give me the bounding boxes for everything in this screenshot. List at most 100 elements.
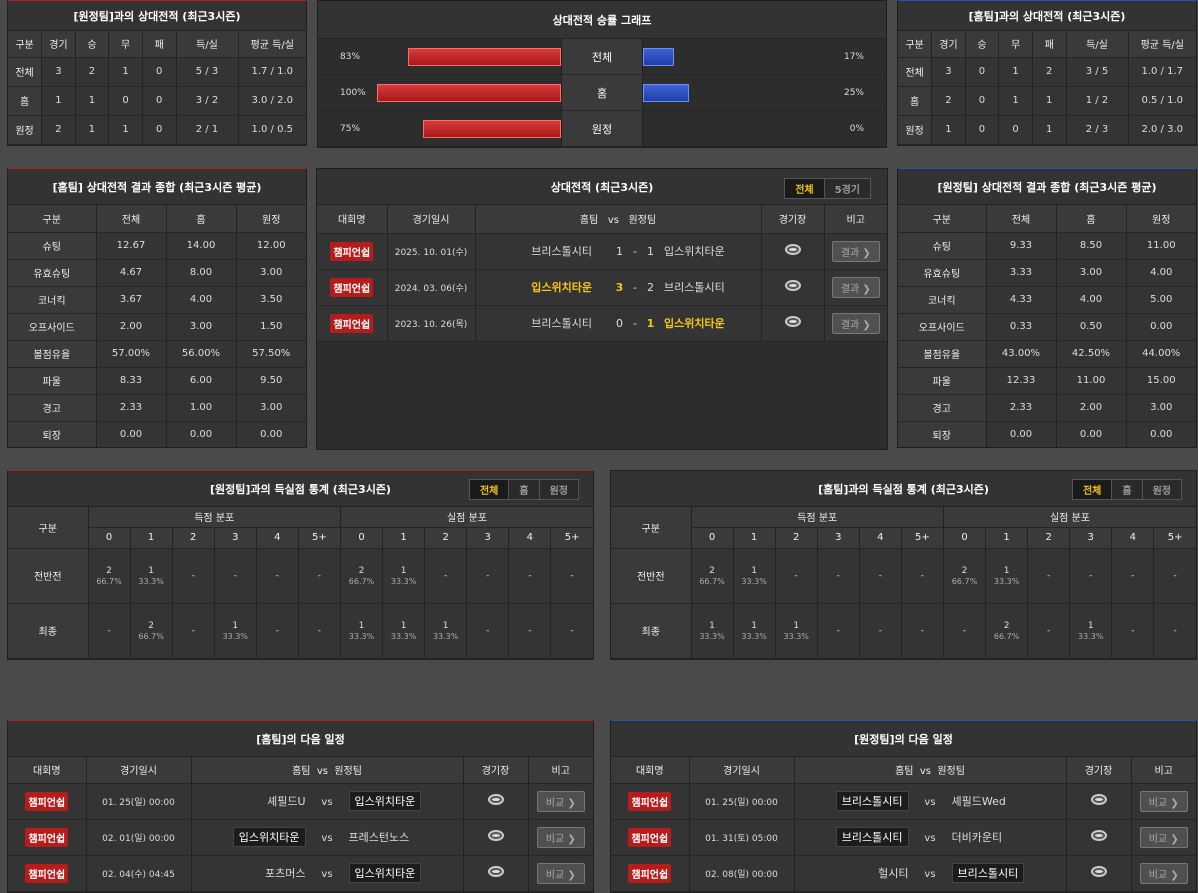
dist-cell: 2 66.7% — [340, 548, 384, 604]
vs-label: vs — [321, 833, 333, 844]
compare-button[interactable]: 비교 ❯ — [536, 790, 585, 812]
home-team-head: 홈팀 — [895, 766, 914, 778]
total-cell: 2.33 — [986, 394, 1057, 422]
result-button[interactable]: 결과 ❯ — [831, 240, 880, 262]
stadium-icon[interactable] — [487, 794, 504, 805]
stadium-icon[interactable] — [784, 316, 801, 327]
compare-button[interactable]: 비교 ❯ — [536, 862, 585, 884]
away-team[interactable]: 입스위치타운 — [348, 791, 422, 811]
compare-button[interactable]: 비교 ❯ — [1139, 826, 1188, 848]
home-team[interactable]: 브리스톨시티 — [531, 245, 592, 258]
stadium-cell — [463, 783, 529, 820]
home-cell: 0.00 — [1056, 421, 1127, 447]
dist-percent: 33.3% — [138, 576, 164, 586]
home-team[interactable]: 입스위치타운 — [531, 281, 592, 294]
stadium-icon[interactable] — [1090, 830, 1107, 841]
away-team[interactable]: 입스위치타운 — [348, 863, 422, 883]
vs-label: vs — [924, 797, 936, 808]
filter-all[interactable]: 전체 — [785, 179, 825, 198]
dist-cell: - — [172, 603, 215, 659]
stadium-icon[interactable] — [784, 280, 801, 291]
stadium-icon[interactable] — [487, 866, 504, 877]
stadium-icon[interactable] — [784, 244, 801, 255]
stadium-icon[interactable] — [1090, 866, 1107, 877]
away-team[interactable]: 셰필드Wed — [951, 795, 1006, 808]
stadium-icon[interactable] — [1090, 794, 1107, 805]
filter-away[interactable]: 원정 — [1152, 486, 1171, 497]
dist-percent: 33.3% — [699, 631, 725, 641]
vs-head: vs — [919, 766, 931, 778]
dist-count: - — [233, 570, 237, 581]
away-cell: 0.00 — [1126, 313, 1196, 341]
result-button[interactable]: 결과 ❯ — [831, 276, 880, 298]
competition-badge[interactable]: 챔피언쉽 — [25, 791, 69, 811]
competition-badge[interactable]: 챔피언쉽 — [330, 277, 374, 297]
dist-count: - — [486, 625, 490, 636]
table-row: 전반전 2 66.7% 1 33.3% - - - -2 66.7% 1 33.3% - - - - — [8, 548, 593, 604]
competition-badge[interactable]: 챔피언쉽 — [330, 313, 374, 333]
away-cell: 3.00 — [1126, 394, 1196, 422]
graph-row: 100% 홈 25% — [318, 75, 886, 111]
filter-5games[interactable]: 5경기 — [834, 185, 860, 196]
filter-away[interactable]: 원정 — [549, 486, 568, 497]
competition-badge[interactable]: 챔피언쉽 — [25, 863, 69, 883]
home-team[interactable]: 입스위치타운 — [232, 827, 306, 847]
filter-home[interactable]: 홈 — [1112, 480, 1143, 499]
competition-badge[interactable]: 챔피언쉽 — [628, 827, 672, 847]
filter-home[interactable]: 홈 — [509, 480, 540, 499]
away-team[interactable]: 브리스톨시티 — [951, 863, 1025, 883]
home-team[interactable]: 브리스톨시티 — [835, 827, 909, 847]
dist-count: - — [317, 570, 322, 581]
dist-percent: 33.3% — [1078, 631, 1104, 641]
col-gs: 득/실 — [1066, 31, 1129, 58]
col-gs: 득/실 — [176, 31, 239, 58]
dist-count: 1 — [751, 565, 757, 576]
stadium-cell — [1066, 783, 1132, 820]
row-label: 퇴장 — [8, 421, 97, 447]
next-home-panel: [홈팀]의 다음 일정 대회명 경기일시 홈팀 vs 원정팀 경기장 비고 챔피… — [7, 720, 594, 893]
compare-button[interactable]: 비교 ❯ — [536, 826, 585, 848]
competition-badge[interactable]: 챔피언쉽 — [628, 791, 672, 811]
away-team[interactable]: 브리스톨시티 — [663, 281, 725, 294]
home-team[interactable]: 포츠머스 — [265, 867, 306, 880]
away-team[interactable]: 입스위치타운 — [663, 317, 725, 330]
competition-badge[interactable]: 챔피언쉽 — [25, 827, 69, 847]
home-team[interactable]: 헐시티 — [878, 867, 909, 880]
right-percent: 17% — [843, 52, 864, 62]
dist-percent: 66.7% — [138, 631, 164, 641]
dist-cell: 2 66.7% — [943, 548, 987, 604]
away-team[interactable]: 입스위치타운 — [663, 245, 725, 258]
col-comp: 대회명 — [8, 757, 87, 784]
col-note: 비고 — [528, 757, 593, 784]
goal-col-head: 0 — [691, 527, 734, 549]
dist-count: - — [275, 625, 279, 636]
compare-button[interactable]: 비교 ❯ — [1139, 790, 1188, 812]
table-row: 챔피언쉽 2023. 10. 26(목) 브리스톨시티 0 - 1 입스위치타운… — [317, 305, 887, 342]
home-team[interactable]: 브리스톨시티 — [835, 791, 909, 811]
away-team[interactable]: 더비카운티 — [951, 831, 1003, 844]
row-label: 최종 — [8, 603, 89, 659]
filter-all[interactable]: 전체 — [1072, 480, 1113, 499]
filter-all[interactable]: 전체 — [469, 480, 510, 499]
away-summary-panel: [원정팀] 상대전적 결과 종합 (최근3시즌 평균) 구분 전체 홈 원정 슈… — [897, 168, 1197, 448]
home-cell: 4.00 — [1056, 286, 1127, 314]
goal-col-head: 5+ — [901, 527, 944, 549]
wins-cell: 1 — [75, 115, 110, 145]
goals-right-title: [홈팀]과의 득실점 통계 (최근3시즌) — [818, 482, 989, 496]
col-away: 원정 — [236, 205, 306, 233]
result-button[interactable]: 결과 ❯ — [831, 312, 880, 334]
dist-cell: 1 33.3% — [382, 548, 426, 604]
dist-count: - — [1089, 570, 1093, 581]
comp-cell: 챔피언쉽 — [317, 233, 388, 270]
date-cell: 2025. 10. 01(수) — [387, 233, 476, 270]
competition-badge[interactable]: 챔피언쉽 — [628, 863, 672, 883]
competition-badge[interactable]: 챔피언쉽 — [330, 241, 374, 261]
away-team[interactable]: 프레스턴노스 — [348, 831, 410, 844]
stadium-icon[interactable] — [487, 830, 504, 841]
compare-button[interactable]: 비교 ❯ — [1139, 862, 1188, 884]
home-cell: 0.00 — [166, 421, 237, 447]
dist-percent: 33.3% — [222, 631, 248, 641]
home-team[interactable]: 셰필드U — [267, 795, 306, 808]
dist-count: - — [1173, 625, 1177, 636]
home-team[interactable]: 브리스톨시티 — [531, 317, 592, 330]
